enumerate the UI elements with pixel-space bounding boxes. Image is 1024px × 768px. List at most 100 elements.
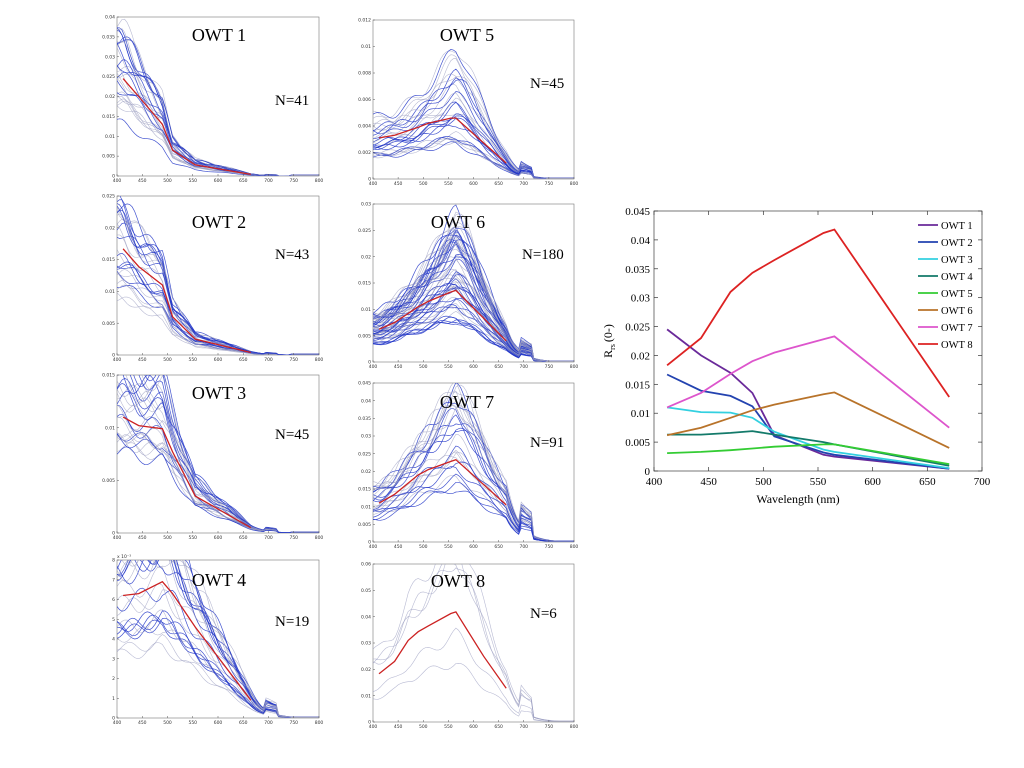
panel-owt-1: 400 450 500 550 600 650 700 750 800 0 0.005 0.01 0.0…: [102, 15, 323, 184]
x-tick-label: 500: [419, 364, 428, 370]
y-tick-label: 0.01: [105, 289, 115, 295]
x-tick-label: 650: [239, 720, 248, 726]
spectrum-line: [373, 662, 574, 722]
spectrum-line: [133, 375, 319, 533]
legend-entry: OWT 4: [941, 272, 973, 283]
y-tick-label: 0.005: [102, 154, 115, 160]
x-tick-label: 750: [545, 181, 554, 187]
x-tick-label: 400: [113, 357, 122, 363]
y-tick-label: 0.045: [625, 206, 650, 218]
spectrum-line: [373, 402, 574, 542]
x-tick-label: 700: [974, 476, 991, 488]
mean-spectrum-line: [122, 78, 251, 176]
x-tick-label: 550: [444, 181, 453, 187]
series-line-owt-2: [666, 373, 950, 470]
x-tick-label: 450: [138, 720, 147, 726]
y-tick-label: 0: [112, 716, 115, 722]
x-tick-label: 750: [289, 357, 298, 363]
y-tick-label: 0.005: [358, 522, 371, 528]
spectra-bundle: [117, 560, 319, 718]
legend-entry: OWT 6: [941, 306, 973, 317]
sample-count-label: N=6: [530, 606, 557, 622]
y-tick-label: 0.01: [361, 307, 371, 313]
y-tick-label: 0.04: [361, 398, 371, 404]
y-tick-label: 8: [112, 558, 115, 564]
x-tick-label: 450: [138, 535, 147, 541]
y-axis-label-sub: rs: [608, 344, 617, 350]
series-line-owt-8: [666, 228, 950, 398]
x-tick-label: 450: [394, 364, 403, 370]
y-tick-label: 0.02: [361, 254, 371, 260]
spectrum-line: [373, 306, 574, 362]
sample-count-label: N=180: [522, 247, 564, 263]
y-tick-label: 0.06: [361, 562, 371, 568]
x-tick-label: 550: [810, 476, 827, 488]
spectrum-line: [373, 567, 574, 722]
spectra-bundle: [373, 49, 574, 179]
spectra-bundle: [117, 375, 319, 533]
x-tick-label: 400: [369, 364, 378, 370]
x-tick-label: 400: [369, 544, 378, 550]
x-tick-label: 550: [444, 364, 453, 370]
spectra-bundle: [373, 383, 574, 542]
y-tick-label: 0.012: [358, 18, 371, 24]
spectra-bundle: [373, 564, 574, 722]
y-tick-label: 0.02: [631, 350, 650, 362]
x-tick-label: 750: [289, 720, 298, 726]
y-tick-label: 0: [112, 531, 115, 537]
y-tick-label: 0.01: [361, 44, 371, 50]
y-tick-label: 0.02: [361, 469, 371, 475]
y-tick-label: 0: [645, 466, 651, 478]
spectrum-line: [373, 92, 574, 179]
panel-title: OWT 5: [440, 25, 494, 45]
x-tick-label: 550: [444, 724, 453, 730]
series-line-owt-7: [666, 335, 950, 429]
x-tick-label: 450: [138, 178, 147, 184]
x-tick-label: 600: [469, 544, 478, 550]
sample-count-label: N=19: [275, 614, 309, 630]
spectra-bundle: [117, 18, 319, 176]
y-tick-label: 0.035: [625, 264, 650, 276]
x-tick-label: 700: [519, 724, 528, 730]
y-tick-label: 0.015: [358, 281, 371, 287]
y-tick-label: 0.04: [361, 614, 371, 620]
y-axis-label-suffix: (0-): [601, 324, 615, 342]
y-axis-label: Rrs (0-): [601, 324, 617, 358]
x-tick-label: 550: [188, 357, 197, 363]
spectrum-line: [373, 466, 574, 542]
legend-entry: OWT 5: [941, 289, 973, 300]
spectrum-line: [373, 405, 574, 542]
plot-frame: [116, 559, 320, 719]
x-tick-label: 400: [369, 181, 378, 187]
x-axis-label: Wavelength (nm): [756, 492, 839, 506]
x-tick-label: 500: [755, 476, 772, 488]
y-tick-label: 0.015: [625, 379, 650, 391]
y-tick-label: 0.04: [105, 15, 115, 21]
y-tick-label: 0.02: [105, 94, 115, 100]
panel-title: OWT 3: [192, 383, 246, 403]
x-tick-label: 500: [163, 357, 172, 363]
panel-title: OWT 4: [192, 570, 246, 590]
panel-title: OWT 2: [192, 212, 246, 232]
x-tick-label: 600: [214, 535, 223, 541]
legend-entry: OWT 2: [941, 238, 973, 249]
x-tick-label: 700: [264, 178, 273, 184]
x-tick-label: 450: [700, 476, 717, 488]
spectrum-line: [373, 445, 574, 542]
x-tick-label: 750: [545, 364, 554, 370]
spectrum-line: [117, 583, 319, 718]
legend-entry: OWT 3: [941, 255, 973, 266]
x-tick-label: 600: [469, 724, 478, 730]
y-tick-label: 0: [112, 174, 115, 180]
x-tick-label: 700: [264, 720, 273, 726]
y-tick-label: 0.025: [358, 228, 371, 234]
y-tick-label: 0.004: [358, 124, 371, 130]
spectrum-line: [373, 226, 574, 362]
mean-spectrum-line: [122, 248, 251, 354]
x-tick-label: 650: [494, 724, 503, 730]
mean-spectrum-line: [122, 416, 252, 529]
y-tick-label: 0.005: [102, 321, 115, 327]
x-tick-label: 750: [545, 724, 554, 730]
y-tick-label: 0.008: [358, 71, 371, 77]
y-tick-label: 0.025: [102, 194, 115, 200]
